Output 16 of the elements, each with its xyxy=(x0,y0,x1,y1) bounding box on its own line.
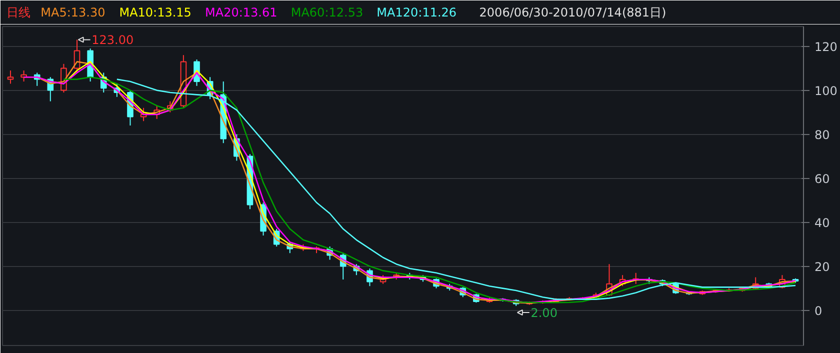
text: MA120:11.26 xyxy=(376,6,457,20)
text: MA10:13.15 xyxy=(119,6,192,20)
annotation: 2.00 xyxy=(530,306,558,320)
y-tick-label: 40 xyxy=(814,216,830,230)
text: MA20:13.61 xyxy=(205,6,278,20)
chart-title: 日线 xyxy=(6,6,30,20)
y-tick-label: 100 xyxy=(814,84,838,98)
y-tick-label: 60 xyxy=(814,172,830,186)
y-tick-label: 20 xyxy=(814,260,830,274)
chart-subtitle: 2006/06/30-2010/07/14(881日) xyxy=(479,6,666,20)
text: MA60:12.53 xyxy=(290,6,364,20)
text: MA5:13.30 xyxy=(40,6,106,20)
annotation: 123.00 xyxy=(92,33,134,48)
y-tick-label: 0 xyxy=(814,304,822,318)
y-tick-label: 120 xyxy=(814,40,838,54)
y-tick-label: 80 xyxy=(814,128,830,142)
